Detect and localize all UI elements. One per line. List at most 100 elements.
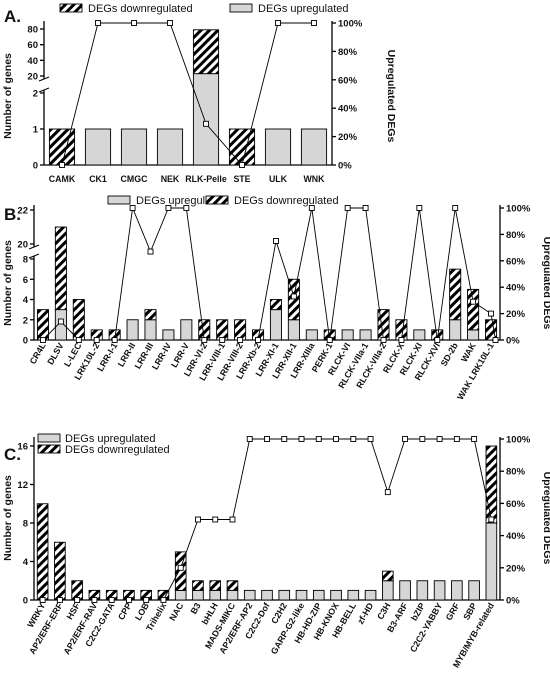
legend-swatch-up [107,195,131,205]
percentage-point [315,436,322,442]
category-label: RLK-Pelle [185,174,227,184]
y2-tick-label: 40% [506,531,526,542]
percentage-point [384,489,391,496]
y-tick-label: 1 [33,125,39,136]
percentage-point [59,162,65,168]
percentage-point [201,337,208,343]
bar-up [126,319,139,341]
y2-tick-label: 0% [506,596,520,607]
bar-up [416,580,429,601]
bar-up [120,128,148,166]
category-label: NAC [167,600,186,622]
percentage-point [177,564,184,571]
y2-tick-label: 60% [506,256,526,267]
legend-swatch-up [229,3,253,13]
y-tick-label: 6 [23,275,28,286]
bar-up [192,73,220,166]
bar-up [413,329,426,341]
percentage-point [125,597,132,603]
y-tick-label: 20 [27,72,38,83]
percentage-point [167,20,173,26]
category-label: SD-2b [439,340,461,368]
percentage-point [212,516,219,523]
upregulated-percentage-line [61,22,314,166]
bar-up [364,589,377,601]
percentage-point [436,436,443,442]
percentage-point [452,205,459,211]
percentage-point [237,337,244,343]
y2-tick-label: 80% [338,47,358,58]
bar-up [269,309,282,341]
y-tick-label: 60 [27,40,38,51]
category-label: CMGC [121,174,149,184]
percentage-point [419,436,426,442]
bar-down [144,309,157,321]
axis-break-mark [28,253,40,259]
bar-down [174,551,187,591]
percentage-point [275,20,281,26]
bar-up [278,589,291,601]
bar-down [485,445,498,524]
bar-up [382,580,394,601]
bar-down [192,29,220,75]
y-tick-label: 0 [23,336,28,347]
percentage-point [311,20,317,26]
upregulated-percentage-line [42,206,496,341]
bar-down [449,268,462,321]
percentage-point [40,337,46,343]
y2-tick-label: 40% [506,283,526,294]
y2-axis-title: Upregulated DEGs [541,237,550,330]
bar-up [399,580,411,601]
category-label: CAMK [49,174,76,184]
y2-axis-title: Upregulated DEGs [541,472,550,565]
bar-down [72,299,85,341]
percentage-point [488,516,495,523]
bar-up [449,319,462,341]
percentage-point [308,205,315,211]
percentage-point [131,20,137,26]
percentage-point [129,205,136,211]
percentage-point [75,337,82,343]
y2-tick-label: 20% [506,563,526,574]
legend-label-up: DEGs upregulated [258,3,349,15]
y-tick-label: 20 [17,240,28,251]
y2-tick-label: 20% [338,132,358,143]
percentage-point [281,436,288,442]
y-tick-label: 8 [23,255,28,266]
panel-letter: A. [4,7,21,26]
bar-down [382,570,394,582]
percentage-point [160,597,167,603]
bar-up [261,589,273,601]
percentage-point [165,205,172,211]
legend-label-down: DEGs downregulated [234,195,339,207]
category-label: NEK [161,174,180,184]
percentage-point [333,436,339,442]
bar-up [467,329,480,341]
bar-down [228,128,256,166]
percentage-point [362,205,369,211]
category-label: CPP [116,601,134,622]
category-label: WNK [303,174,325,184]
percentage-point [255,337,261,343]
y-axis-title: Number of genes [2,53,14,139]
y2-tick-label: 80% [506,230,526,241]
bar-up [84,128,112,166]
bar-up [305,329,318,341]
y-tick-label: 80 [27,25,38,36]
legend-label-up: DEGs upregulated [65,433,156,445]
percentage-point [74,597,81,603]
bar-down [216,319,229,341]
percentage-point [326,337,333,343]
percentage-point [471,436,478,442]
bar-up [300,128,328,166]
upregulated-percentage-line [42,438,492,601]
y-tick-label: 12 [17,480,28,491]
percentage-point [367,436,374,442]
bar-up [144,319,157,341]
bar-down [226,580,239,591]
legend-label-up: DEGs upregulated [136,195,227,207]
bar-up [468,580,480,601]
axis-break-mark [38,87,50,93]
y-tick-label: 16 [17,442,28,453]
